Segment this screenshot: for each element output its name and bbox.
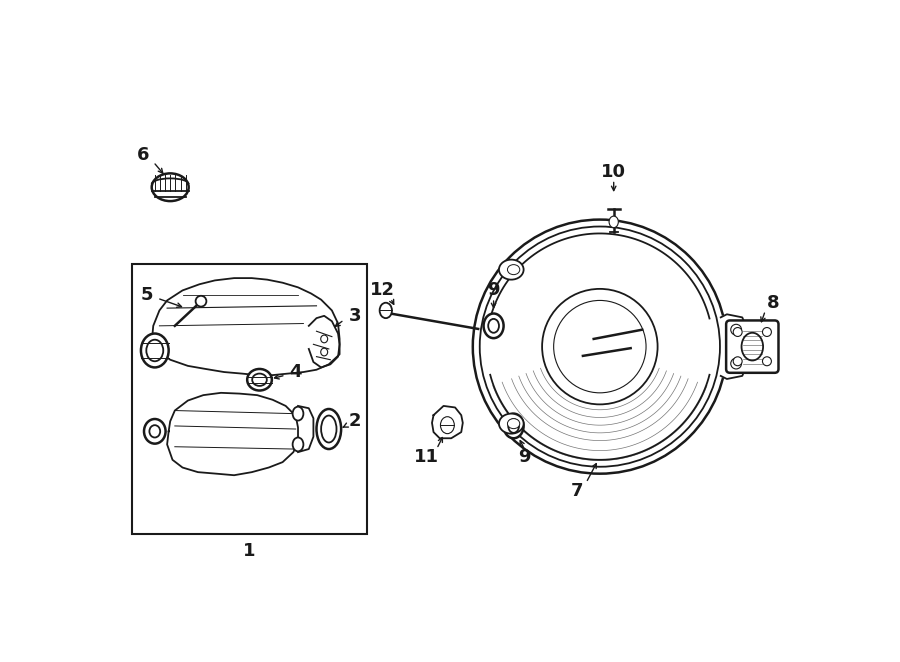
Ellipse shape [508, 265, 520, 275]
Ellipse shape [292, 438, 303, 451]
Polygon shape [167, 393, 298, 475]
Text: 9: 9 [487, 281, 500, 299]
Ellipse shape [742, 333, 763, 361]
Ellipse shape [440, 416, 454, 434]
Ellipse shape [499, 260, 524, 279]
Ellipse shape [321, 416, 337, 442]
Bar [131, 264, 366, 534]
Text: 10: 10 [601, 163, 626, 181]
Text: 5: 5 [140, 286, 153, 304]
Text: 7: 7 [571, 482, 583, 500]
Text: 6: 6 [137, 146, 149, 164]
Circle shape [762, 357, 771, 365]
Ellipse shape [141, 334, 168, 367]
Ellipse shape [499, 414, 524, 434]
Ellipse shape [504, 414, 524, 438]
Ellipse shape [147, 340, 163, 361]
Text: 4: 4 [290, 363, 302, 381]
Circle shape [731, 324, 742, 335]
Circle shape [762, 328, 771, 336]
Text: 12: 12 [370, 281, 395, 299]
Circle shape [195, 296, 206, 307]
Ellipse shape [152, 173, 189, 201]
FancyBboxPatch shape [726, 320, 778, 373]
Ellipse shape [508, 419, 519, 433]
Circle shape [472, 220, 727, 474]
Polygon shape [432, 406, 463, 438]
Ellipse shape [380, 303, 392, 318]
Text: 8: 8 [767, 294, 779, 312]
Ellipse shape [248, 369, 272, 391]
Ellipse shape [508, 418, 520, 428]
Text: 9: 9 [518, 448, 531, 466]
Ellipse shape [483, 314, 504, 338]
Polygon shape [721, 314, 745, 379]
Circle shape [731, 358, 742, 369]
Ellipse shape [144, 419, 166, 444]
Text: 11: 11 [414, 448, 439, 466]
Ellipse shape [292, 406, 303, 420]
Polygon shape [152, 278, 339, 375]
Text: 1: 1 [243, 542, 256, 559]
Ellipse shape [609, 216, 618, 228]
Circle shape [734, 357, 742, 365]
Text: 2: 2 [348, 412, 361, 430]
Ellipse shape [488, 319, 499, 333]
Ellipse shape [149, 425, 160, 438]
Ellipse shape [252, 373, 266, 386]
Text: 3: 3 [348, 307, 361, 325]
Circle shape [734, 328, 742, 336]
Ellipse shape [317, 409, 341, 449]
